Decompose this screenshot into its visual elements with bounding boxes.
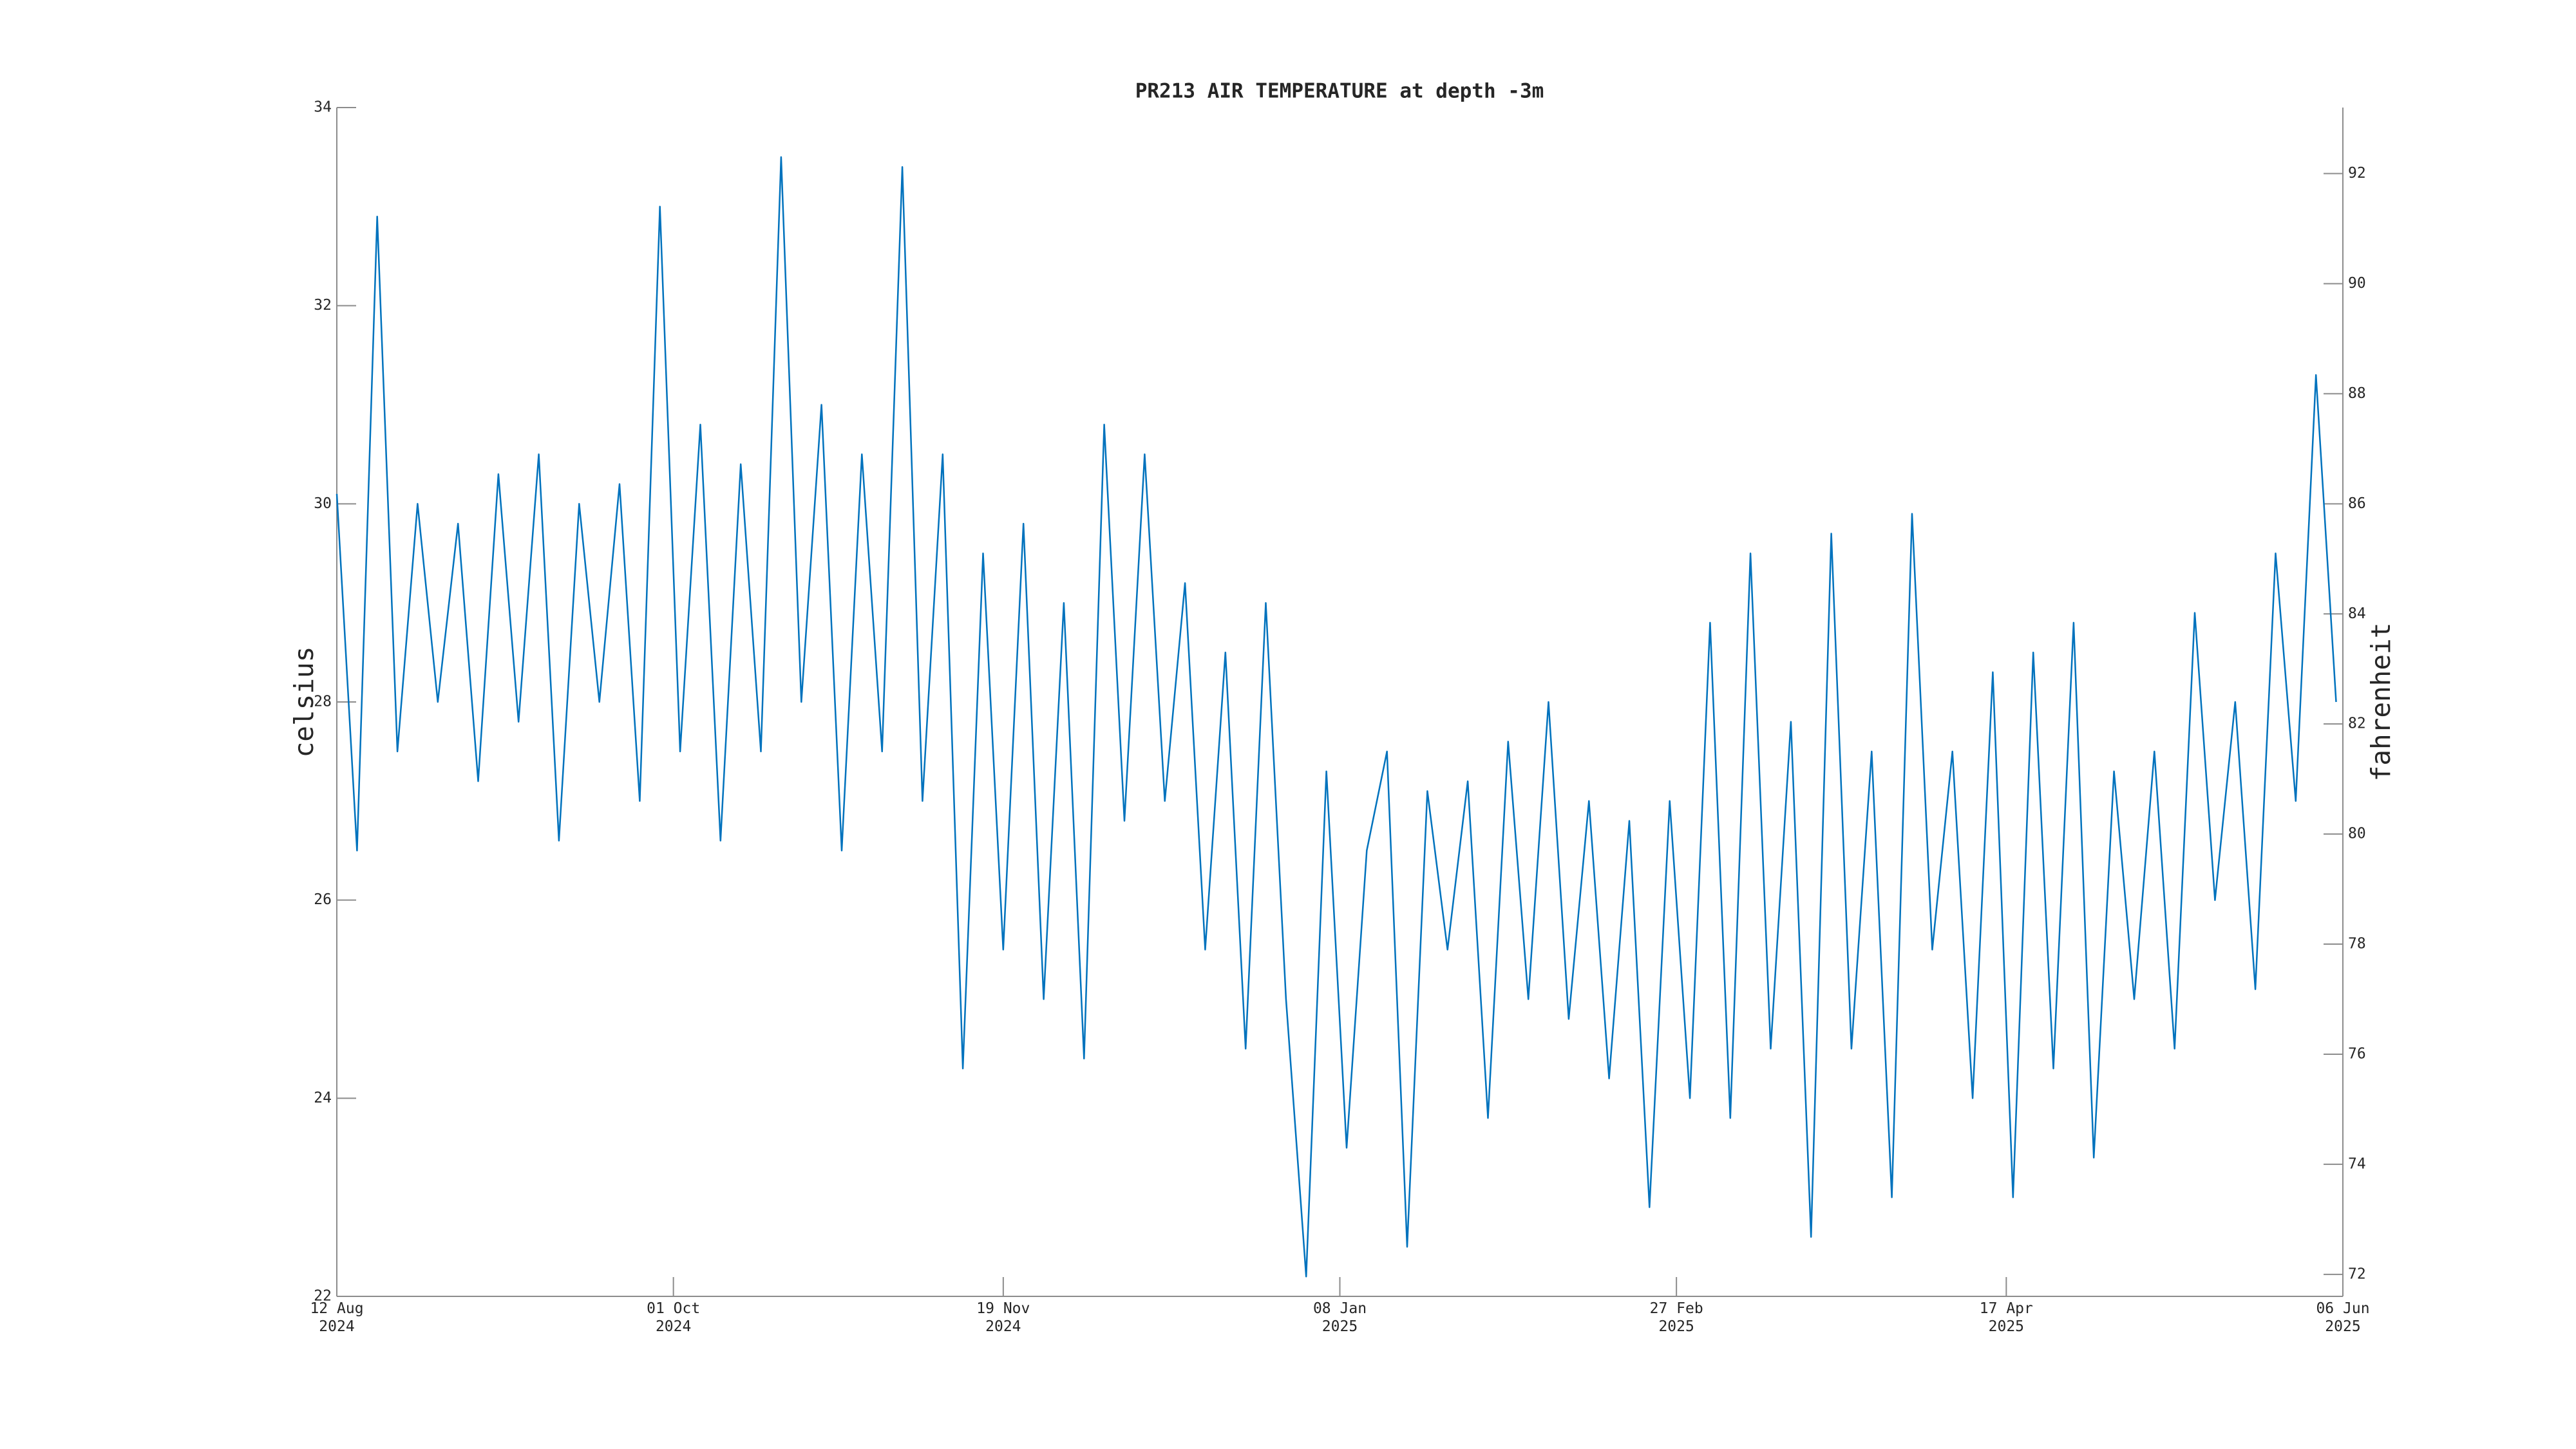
y2-tick-label: 76 <box>2348 1045 2366 1062</box>
y-tick-label: 22 <box>314 1288 332 1305</box>
x-tick-label-line: 2024 <box>985 1318 1021 1335</box>
x-tick-label-line: 17 Apr <box>1980 1300 2033 1317</box>
y2-tick-label: 90 <box>2348 275 2366 292</box>
y-tick-label: 30 <box>314 495 332 512</box>
x-tick-label-line: 2025 <box>1322 1318 1358 1335</box>
y2-tick-label: 84 <box>2348 605 2366 622</box>
y2-tick-label: 72 <box>2348 1265 2366 1282</box>
x-tick-label-line: 01 Oct <box>647 1300 700 1317</box>
x-tick-label-line: 27 Feb <box>1650 1300 1703 1317</box>
y-axis-label: celsius <box>289 647 319 758</box>
x-tick-label-line: 2024 <box>319 1318 354 1335</box>
y-tick-label: 26 <box>314 891 332 908</box>
x-tick-label: 12 Aug 2024 <box>310 1300 363 1335</box>
x-tick-label-line: 2025 <box>2325 1318 2360 1335</box>
data-line <box>336 156 2337 1278</box>
x-tick-label-line: 2024 <box>656 1318 691 1335</box>
y-tick-label: 24 <box>314 1090 332 1106</box>
x-tick-label-line: 19 Nov <box>976 1300 1030 1317</box>
x-tick-label-line: 06 Jun <box>2316 1300 2369 1317</box>
y2-tick-label: 86 <box>2348 495 2366 512</box>
y2-tick-label: 92 <box>2348 165 2366 182</box>
x-tick-label-line: 12 Aug <box>310 1300 363 1317</box>
y-tick-label: 32 <box>314 297 332 314</box>
y-tick-label: 34 <box>314 99 332 116</box>
y2-tick-label: 74 <box>2348 1155 2366 1172</box>
x-tick-label: 06 Jun 2025 <box>2316 1300 2369 1335</box>
x-tick-label-line: 2025 <box>1658 1318 1694 1335</box>
x-tick-label: 27 Feb 2025 <box>1650 1300 1703 1335</box>
y2-axis-label: fahrenheit <box>2365 623 2396 782</box>
x-tick-label: 01 Oct 2024 <box>647 1300 700 1335</box>
y2-tick-label: 88 <box>2348 385 2366 402</box>
x-tick-label-line: 2025 <box>1989 1318 2024 1335</box>
chart-title: PR213 AIR TEMPERATURE at depth -3m <box>1135 80 1544 103</box>
y-tick-label: 28 <box>314 694 332 710</box>
x-tick-label-line: 08 Jan <box>1313 1300 1367 1317</box>
x-tick-label: 08 Jan 2025 <box>1313 1300 1367 1335</box>
y2-tick-label: 82 <box>2348 715 2366 732</box>
y2-tick-label: 78 <box>2348 936 2366 952</box>
x-tick-label: 17 Apr 2025 <box>1980 1300 2033 1335</box>
y2-tick-label: 80 <box>2348 826 2366 842</box>
x-tick-label: 19 Nov 2024 <box>976 1300 1030 1335</box>
